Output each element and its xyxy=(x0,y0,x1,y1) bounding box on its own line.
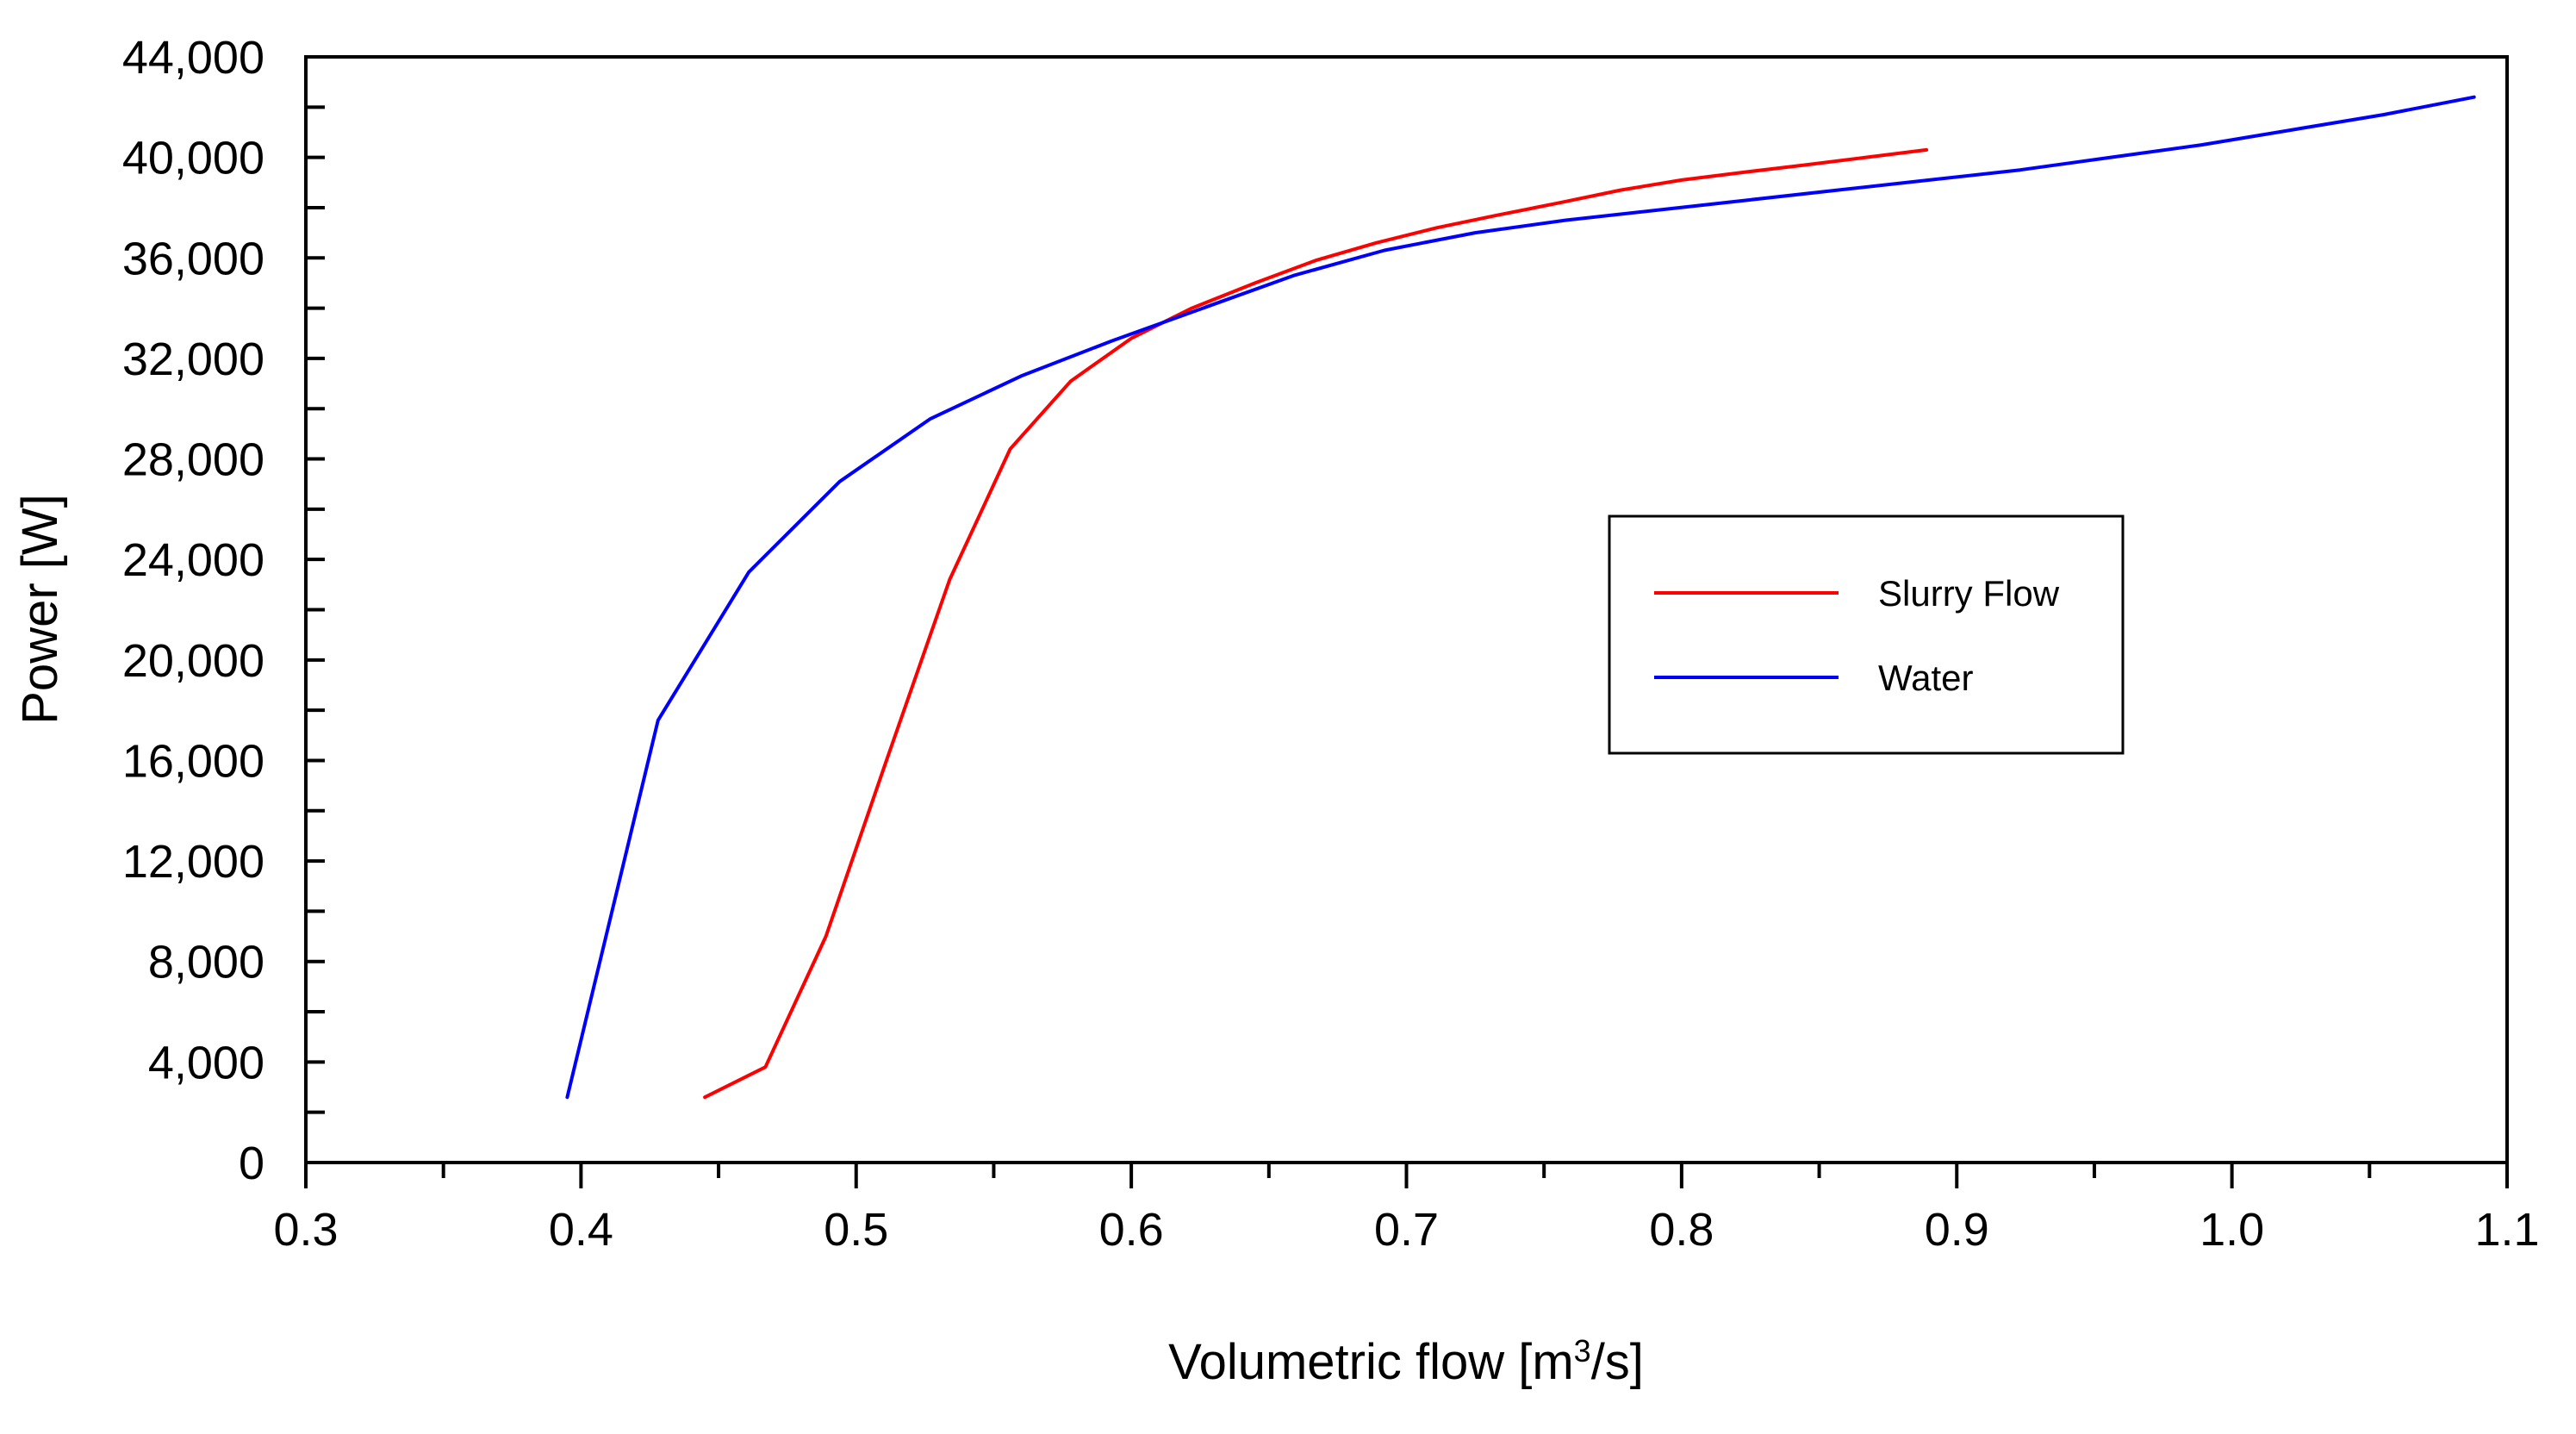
y-tick-label: 0 xyxy=(239,1138,264,1189)
x-axis-title-superscript: 3 xyxy=(1574,1333,1591,1369)
x-axis-title-main: Volumetric flow [m xyxy=(1168,1334,1574,1390)
y-tick-label: 12,000 xyxy=(122,836,264,888)
legend-label-water: Water xyxy=(1878,658,1973,698)
x-tick-label: 0.5 xyxy=(824,1204,888,1256)
legend-items: Slurry Flow Water xyxy=(1654,573,2060,698)
plot-frame xyxy=(304,55,2509,1164)
series-layer xyxy=(565,95,2476,1100)
x-axis-title: Volumetric flow [m3/s] xyxy=(1168,1333,1644,1390)
x-axis-ticks xyxy=(304,1163,2509,1188)
plot-area xyxy=(304,55,2509,1164)
x-tick-label: 1.1 xyxy=(2474,1204,2539,1256)
y-tick-label: 24,000 xyxy=(122,534,264,586)
y-tick-label: 28,000 xyxy=(122,434,264,486)
y-tick-label: 32,000 xyxy=(122,334,264,385)
series-line-slurry-flow xyxy=(703,147,1929,1100)
legend: Slurry Flow Water xyxy=(1608,514,2125,755)
legend-box xyxy=(1608,514,2125,755)
x-tick-label: 0.8 xyxy=(1649,1204,1714,1256)
y-axis-title: Power [W] xyxy=(12,494,68,725)
x-axis-tick-labels: 0.3 0.4 0.5 0.6 0.7 0.8 0.9 1.0 1.1 xyxy=(273,1204,2539,1256)
legend-label-slurry-flow: Slurry Flow xyxy=(1878,573,2060,614)
x-tick-label: 0.6 xyxy=(1099,1204,1164,1256)
y-tick-label: 20,000 xyxy=(122,635,264,687)
x-tick-label: 0.4 xyxy=(549,1204,613,1256)
x-tick-label: 0.7 xyxy=(1374,1204,1439,1256)
x-tick-label: 0.9 xyxy=(1925,1204,1989,1256)
x-tick-label: 0.3 xyxy=(273,1204,338,1256)
y-tick-label: 16,000 xyxy=(122,735,264,787)
x-tick-label: 1.0 xyxy=(2200,1204,2264,1256)
series-line-water xyxy=(565,95,2476,1100)
y-tick-label: 36,000 xyxy=(122,233,264,284)
y-tick-label: 40,000 xyxy=(122,133,264,184)
y-axis-ticks xyxy=(306,55,325,1164)
y-tick-label: 44,000 xyxy=(122,32,264,84)
x-axis-title-suffix: /s] xyxy=(1591,1334,1644,1390)
y-tick-label: 8,000 xyxy=(148,937,264,988)
y-axis-tick-labels: 0 4,000 8,000 12,000 16,000 20,000 24,000 28,00… xyxy=(122,32,264,1189)
y-tick-label: 4,000 xyxy=(148,1037,264,1088)
